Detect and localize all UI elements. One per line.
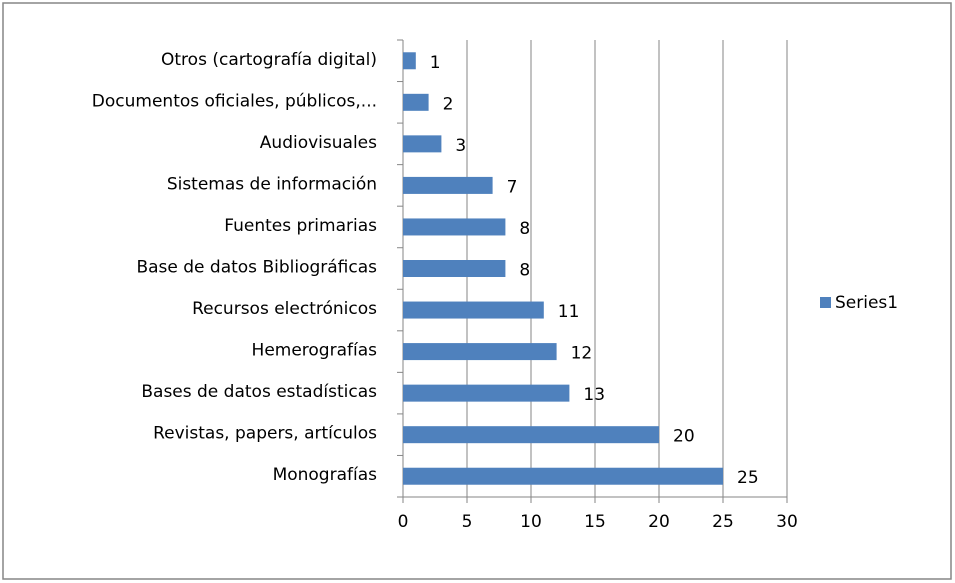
x-tick-label: 25 — [712, 512, 734, 532]
bar — [403, 426, 659, 444]
bar — [403, 135, 442, 153]
y-tick-label: Otros (cartografía digital) — [161, 50, 377, 70]
bar — [403, 260, 506, 277]
data-label: 12 — [571, 344, 593, 364]
bar — [403, 343, 557, 361]
legend-swatch — [820, 297, 831, 308]
data-label: 7 — [507, 177, 518, 197]
data-label: 1 — [430, 53, 441, 73]
bar — [403, 93, 429, 111]
y-tick-label: Recursos electrónicos — [192, 299, 377, 319]
bar — [403, 176, 493, 194]
y-tick-label: Documentos oficiales, públicos,... — [92, 91, 377, 111]
data-label: 2 — [443, 94, 454, 114]
y-tick-label: Sistemas de información — [167, 174, 377, 194]
bar — [403, 301, 544, 319]
y-tick-label: Fuentes primarias — [224, 216, 377, 236]
y-tick-label: Revistas, papers, artículos — [153, 424, 377, 444]
x-tick-label: 30 — [776, 512, 798, 532]
bar — [403, 384, 570, 402]
y-tick-label: Bases de datos estadísticas — [141, 382, 377, 402]
x-tick-label: 5 — [462, 512, 473, 532]
data-label: 3 — [455, 136, 466, 156]
y-tick-label: Hemerografías — [252, 341, 378, 361]
x-tick-label: 0 — [398, 512, 409, 532]
bar — [403, 218, 506, 236]
y-tick-label: Base de datos Bibliográficas — [136, 258, 377, 278]
data-label: 25 — [737, 468, 759, 488]
x-tick-label: 15 — [584, 512, 606, 532]
data-label: 13 — [583, 385, 605, 405]
y-tick-label: Monografías — [273, 465, 378, 485]
data-label: 11 — [558, 302, 580, 322]
data-label: 8 — [519, 219, 530, 239]
data-label: 8 — [519, 261, 530, 281]
data-label: 20 — [673, 427, 695, 447]
x-tick-label: 10 — [520, 512, 542, 532]
x-tick-label: 20 — [648, 512, 670, 532]
y-tick-label: Audiovisuales — [260, 133, 377, 153]
bar — [403, 467, 723, 485]
legend-label: Series1 — [835, 293, 898, 313]
bar — [403, 52, 416, 70]
